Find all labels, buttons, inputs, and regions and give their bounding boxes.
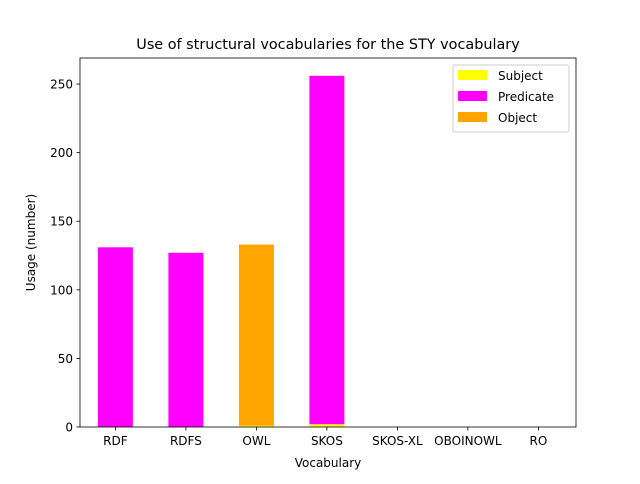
legend-swatch-object (458, 112, 487, 122)
x-axis-label: Vocabulary (295, 456, 362, 470)
y-tick-label: 50 (58, 352, 73, 366)
bar-subject-skos (309, 424, 345, 427)
y-tick-label: 250 (50, 78, 73, 92)
legend-swatch-predicate (458, 91, 487, 101)
y-axis: 0 50 100 150 200 250 (50, 78, 80, 435)
legend-swatch-subject (458, 70, 487, 80)
y-tick-label: 200 (50, 146, 73, 160)
bar-predicate-rdf (97, 247, 133, 427)
bar-predicate-skos (309, 75, 345, 425)
legend: Subject Predicate Object (452, 64, 570, 133)
bar-object-owl (238, 244, 274, 426)
legend-label-object: Object (498, 111, 537, 125)
x-tick-label: SKOS (311, 434, 343, 448)
x-tick-label: OWL (242, 434, 270, 448)
plot-area (97, 75, 345, 427)
x-tick-label: RDFS (170, 434, 202, 448)
bar-predicate-rdfs (168, 252, 204, 427)
x-tick-label: SKOS-XL (372, 434, 423, 448)
x-tick-label: OBOINOWL (434, 434, 502, 448)
legend-label-predicate: Predicate (498, 90, 554, 104)
bar-subject-owl (238, 425, 274, 427)
legend-label-subject: Subject (498, 69, 543, 83)
y-tick-label: 150 (50, 215, 73, 229)
x-tick-label: RO (530, 434, 548, 448)
axes-frame (79, 57, 577, 428)
y-axis-label: Usage (number) (24, 194, 38, 291)
x-axis: RDF RDFS OWL SKOS SKOS-XL OBOINOWL RO (103, 427, 547, 448)
chart-title: Use of structural vocabularies for the S… (136, 37, 520, 53)
y-tick-label: 100 (50, 283, 73, 297)
y-tick-label: 0 (65, 421, 73, 435)
x-tick-label: RDF (103, 434, 128, 448)
